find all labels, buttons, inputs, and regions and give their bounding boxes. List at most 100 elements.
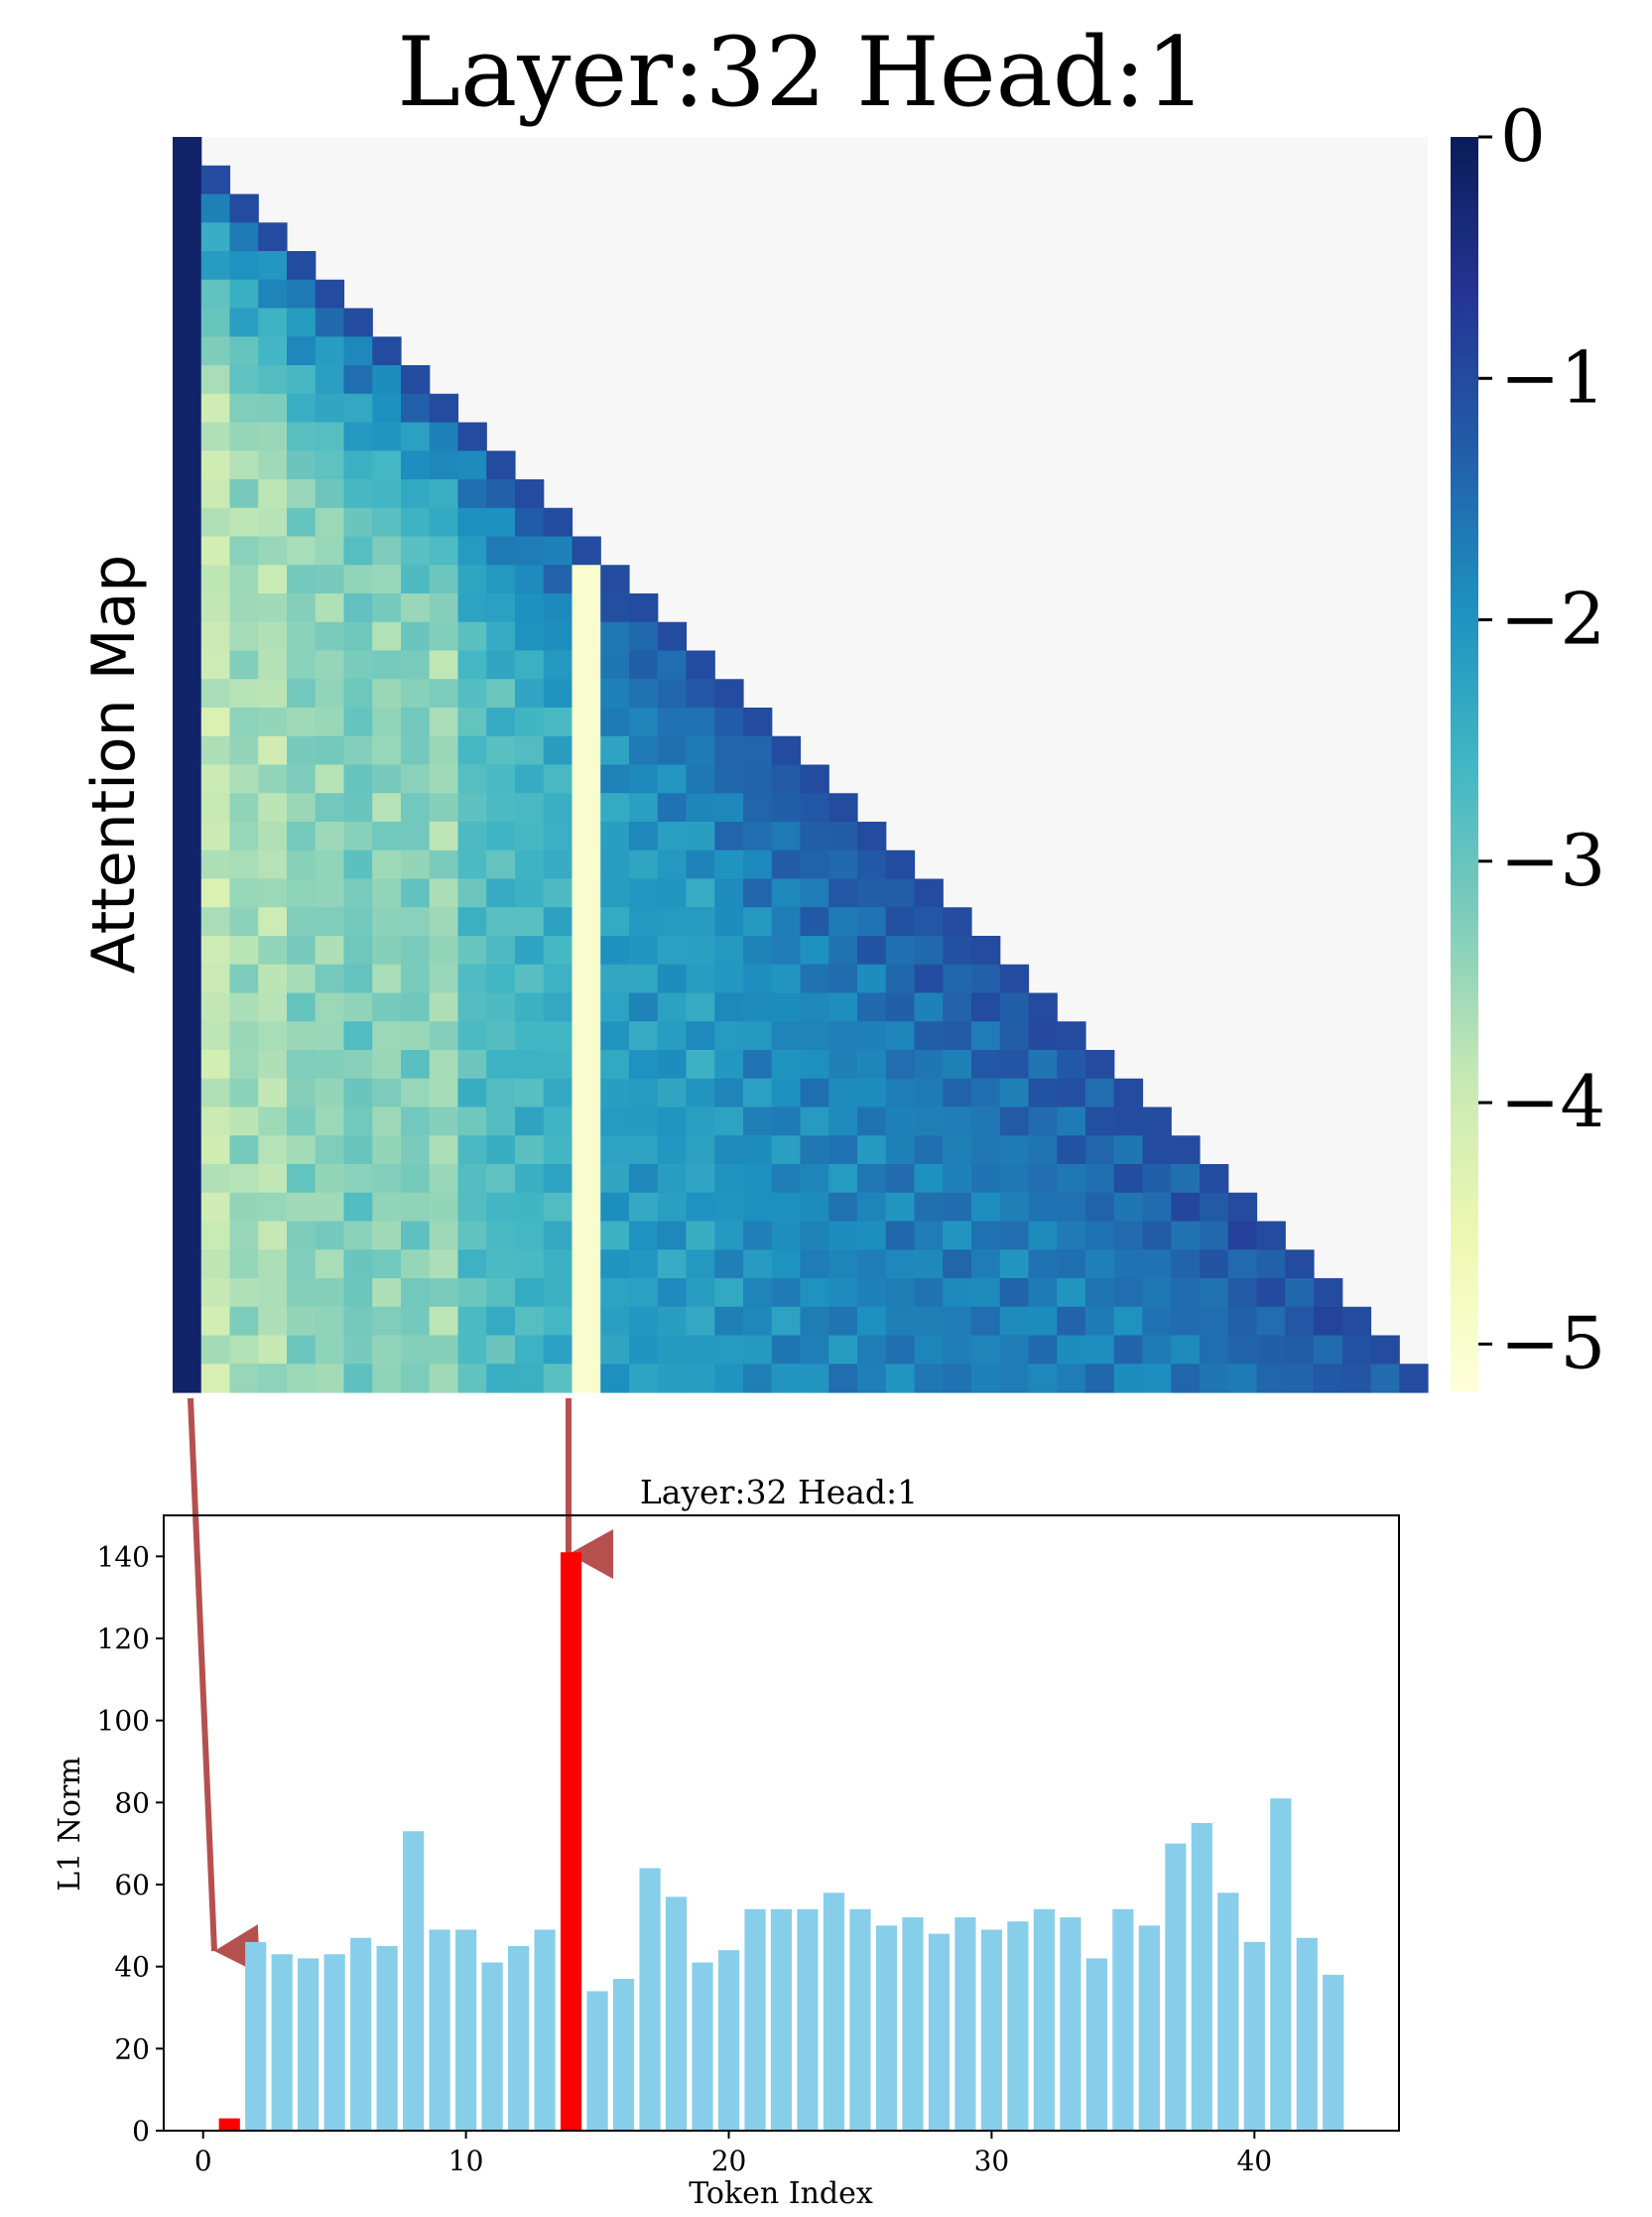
heatmap-cell [229,1249,259,1279]
heatmap-cell [343,708,373,737]
heatmap-cell [1113,1221,1144,1250]
heatmap-cell [372,1164,402,1194]
heatmap-cell [429,565,459,594]
heatmap-cell [914,1221,944,1250]
heatmap-cell [429,1335,459,1365]
heatmap-cell [372,1078,402,1108]
heatmap-cell [515,621,545,652]
heatmap-cell [486,708,516,737]
heatmap-cell [515,735,545,766]
heatmap-cell [486,936,516,966]
heatmap-cell [743,907,773,937]
heatmap-cell [457,565,487,594]
heatmap-cell [543,907,573,937]
heatmap-cell [828,992,858,1022]
heatmap-cell [657,964,688,994]
heatmap-cell [743,1335,773,1365]
heatmap-cell [771,1335,802,1365]
heatmap-cell [828,1278,858,1308]
heatmap-cell [1399,1364,1429,1393]
heatmap-cell [515,964,545,994]
heatmap-cell [401,1278,431,1308]
heatmap-cell [857,992,887,1022]
heatmap-cell [457,1221,487,1250]
heatmap-cell [914,992,944,1022]
bar [692,1962,713,2131]
heatmap-cell [1028,1335,1058,1365]
heatmap-cell [258,822,288,851]
heatmap-cell [914,964,944,994]
heatmap-cell [629,1249,659,1279]
heatmap-cell [401,1021,431,1051]
heatmap-cell [1057,1364,1086,1393]
heatmap-cell [657,621,688,652]
heatmap-cell [401,621,431,652]
heatmap-cell [857,1306,887,1337]
heatmap-cell [343,1135,373,1165]
heatmap-cell [515,1078,545,1108]
heatmap-cell [486,650,516,680]
heatmap-cell [343,1335,373,1365]
heatmap-cell [372,1135,402,1165]
heatmap-cell [343,936,373,966]
heatmap-cell [686,1278,715,1308]
heatmap-cell [229,194,259,223]
heatmap-cell [429,1135,459,1165]
heatmap-cell [543,1078,573,1108]
heatmap-cell [971,1164,1001,1194]
heatmap-cell [486,992,516,1022]
heatmap-cell [401,1335,431,1365]
heatmap-cell [1057,1164,1086,1194]
heatmap-cell [1142,1107,1172,1136]
heatmap-cell [515,907,545,937]
heatmap-cell [229,593,259,623]
heatmap-cell [629,878,659,908]
heatmap-cell [486,1306,516,1337]
heatmap-cell [429,393,459,424]
x-tick-label: 40 [1236,2145,1272,2177]
heatmap-cell [200,251,231,281]
heatmap-cell [686,764,715,794]
heatmap-cell [258,964,288,994]
heatmap-cell [572,964,601,994]
heatmap-cell [372,679,402,709]
heatmap-cell [885,1221,916,1250]
heatmap-cell [258,1107,288,1136]
heatmap-cell [1085,1050,1115,1080]
heatmap-cell [657,1021,688,1051]
heatmap-cell [572,1050,601,1080]
heatmap-cell [287,907,317,937]
heatmap-cell [686,849,715,880]
heatmap-cell [372,1050,402,1080]
heatmap-cell [743,1306,773,1337]
heatmap-cell [200,735,231,766]
heatmap-cell [401,565,431,594]
heatmap-cells [173,137,1429,1393]
heatmap-cell [657,936,688,966]
heatmap-cell [543,679,573,709]
heatmap-cell [828,1192,858,1223]
heatmap-cell [173,878,202,908]
heatmap-cell [515,793,545,823]
heatmap-cell [343,735,373,766]
heatmap-cell [229,222,259,252]
heatmap-cell [486,878,516,908]
heatmap-cell [857,1078,887,1108]
heatmap-cell [1057,1192,1086,1223]
heatmap-cell [743,1164,773,1194]
heatmap-cell [1085,1249,1115,1279]
heatmap-cell [287,479,317,509]
heatmap-cell [372,365,402,395]
heatmap-cell [200,365,231,395]
heatmap-cell [572,1278,601,1308]
heatmap-cell [515,1107,545,1136]
heatmap-cell [486,1249,516,1279]
heatmap-cell [600,621,630,652]
heatmap-cell [372,1192,402,1223]
heatmap-cell [1256,1249,1286,1279]
heatmap-cell [457,1364,487,1393]
heatmap-cell [686,708,715,737]
heatmap-cell [401,822,431,851]
heatmap-cell [429,1078,459,1108]
